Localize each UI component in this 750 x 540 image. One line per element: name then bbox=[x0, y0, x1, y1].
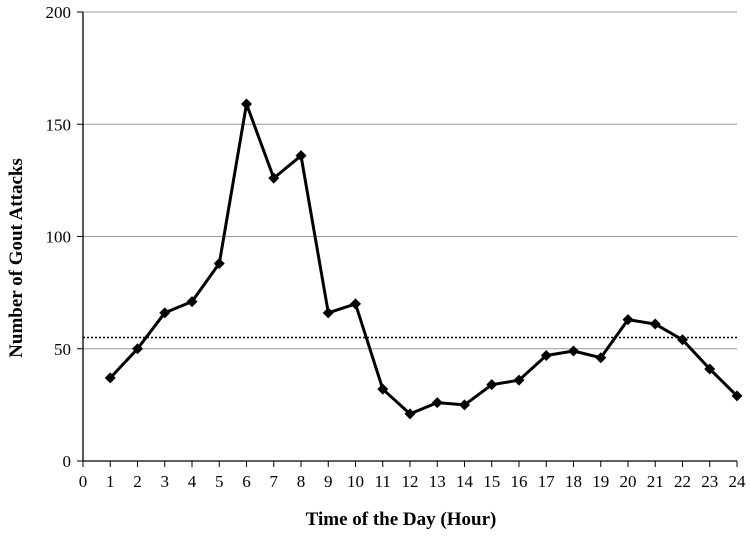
series-group bbox=[104, 98, 743, 420]
x-tick-label-21: 21 bbox=[647, 472, 664, 491]
x-tick-label-24: 24 bbox=[729, 472, 747, 491]
x-tick-label-17: 17 bbox=[538, 472, 556, 491]
x-tick-label-11: 11 bbox=[375, 472, 391, 491]
data-point-hour-4 bbox=[186, 296, 198, 308]
x-tick-label-0: 0 bbox=[79, 472, 88, 491]
x-tick-label-18: 18 bbox=[565, 472, 582, 491]
data-point-hour-23 bbox=[704, 363, 716, 375]
y-tick-label-50: 50 bbox=[54, 340, 71, 359]
x-tick-label-14: 14 bbox=[456, 472, 474, 491]
axes bbox=[77, 11, 738, 467]
data-point-hour-8 bbox=[295, 150, 307, 162]
data-point-hour-18 bbox=[568, 345, 579, 357]
data-point-hour-2 bbox=[132, 343, 143, 355]
x-tick-label-23: 23 bbox=[701, 472, 718, 491]
data-point-hour-1 bbox=[104, 372, 116, 384]
data-point-hour-5 bbox=[213, 257, 225, 269]
x-tick-label-20: 20 bbox=[620, 472, 637, 491]
data-point-hour-22 bbox=[677, 334, 688, 346]
y-tick-label-100: 100 bbox=[46, 228, 72, 247]
data-point-hour-3 bbox=[159, 307, 171, 319]
x-tick-label-8: 8 bbox=[297, 472, 306, 491]
x-tick-label-4: 4 bbox=[188, 472, 197, 491]
data-point-hour-10 bbox=[350, 298, 361, 310]
data-point-hour-13 bbox=[431, 397, 443, 409]
x-tick-label-9: 9 bbox=[324, 472, 333, 491]
series-line-0 bbox=[109, 102, 739, 416]
data-point-hour-21 bbox=[649, 318, 661, 330]
x-axis-title: Time of the Day (Hour) bbox=[306, 509, 497, 530]
data-point-hour-15 bbox=[486, 379, 498, 391]
data-point-hour-12 bbox=[404, 408, 416, 420]
x-tick-label-6: 6 bbox=[242, 472, 251, 491]
x-tick-label-1: 1 bbox=[106, 472, 115, 491]
y-tick-label-150: 150 bbox=[46, 115, 72, 134]
data-point-hour-6 bbox=[241, 98, 252, 110]
data-point-hour-9 bbox=[322, 307, 334, 319]
x-tick-label-15: 15 bbox=[483, 472, 500, 491]
x-tick-label-3: 3 bbox=[161, 472, 170, 491]
data-point-hour-17 bbox=[540, 349, 552, 361]
x-tick-label-19: 19 bbox=[592, 472, 609, 491]
x-tick-label-7: 7 bbox=[270, 472, 279, 491]
x-tick-label-16: 16 bbox=[511, 472, 528, 491]
x-tick-label-2: 2 bbox=[133, 472, 142, 491]
data-point-hour-24 bbox=[731, 390, 743, 402]
data-point-hour-7 bbox=[268, 172, 280, 184]
x-tick-label-10: 10 bbox=[347, 472, 364, 491]
gridlines bbox=[83, 11, 737, 350]
data-point-hour-16 bbox=[513, 374, 525, 386]
data-point-hour-19 bbox=[595, 352, 607, 364]
data-point-hour-11 bbox=[377, 383, 389, 395]
data-point-hour-20 bbox=[622, 314, 634, 326]
data-point-hour-14 bbox=[459, 399, 470, 411]
y-axis-title: Number of Gout Attacks bbox=[6, 158, 27, 358]
x-tick-label-13: 13 bbox=[429, 472, 446, 491]
x-tick-label-22: 22 bbox=[674, 472, 691, 491]
y-tick-label-200: 200 bbox=[46, 3, 72, 22]
x-tick-label-5: 5 bbox=[215, 472, 224, 491]
x-tick-label-12: 12 bbox=[402, 472, 419, 491]
y-tick-label-0: 0 bbox=[63, 452, 72, 471]
